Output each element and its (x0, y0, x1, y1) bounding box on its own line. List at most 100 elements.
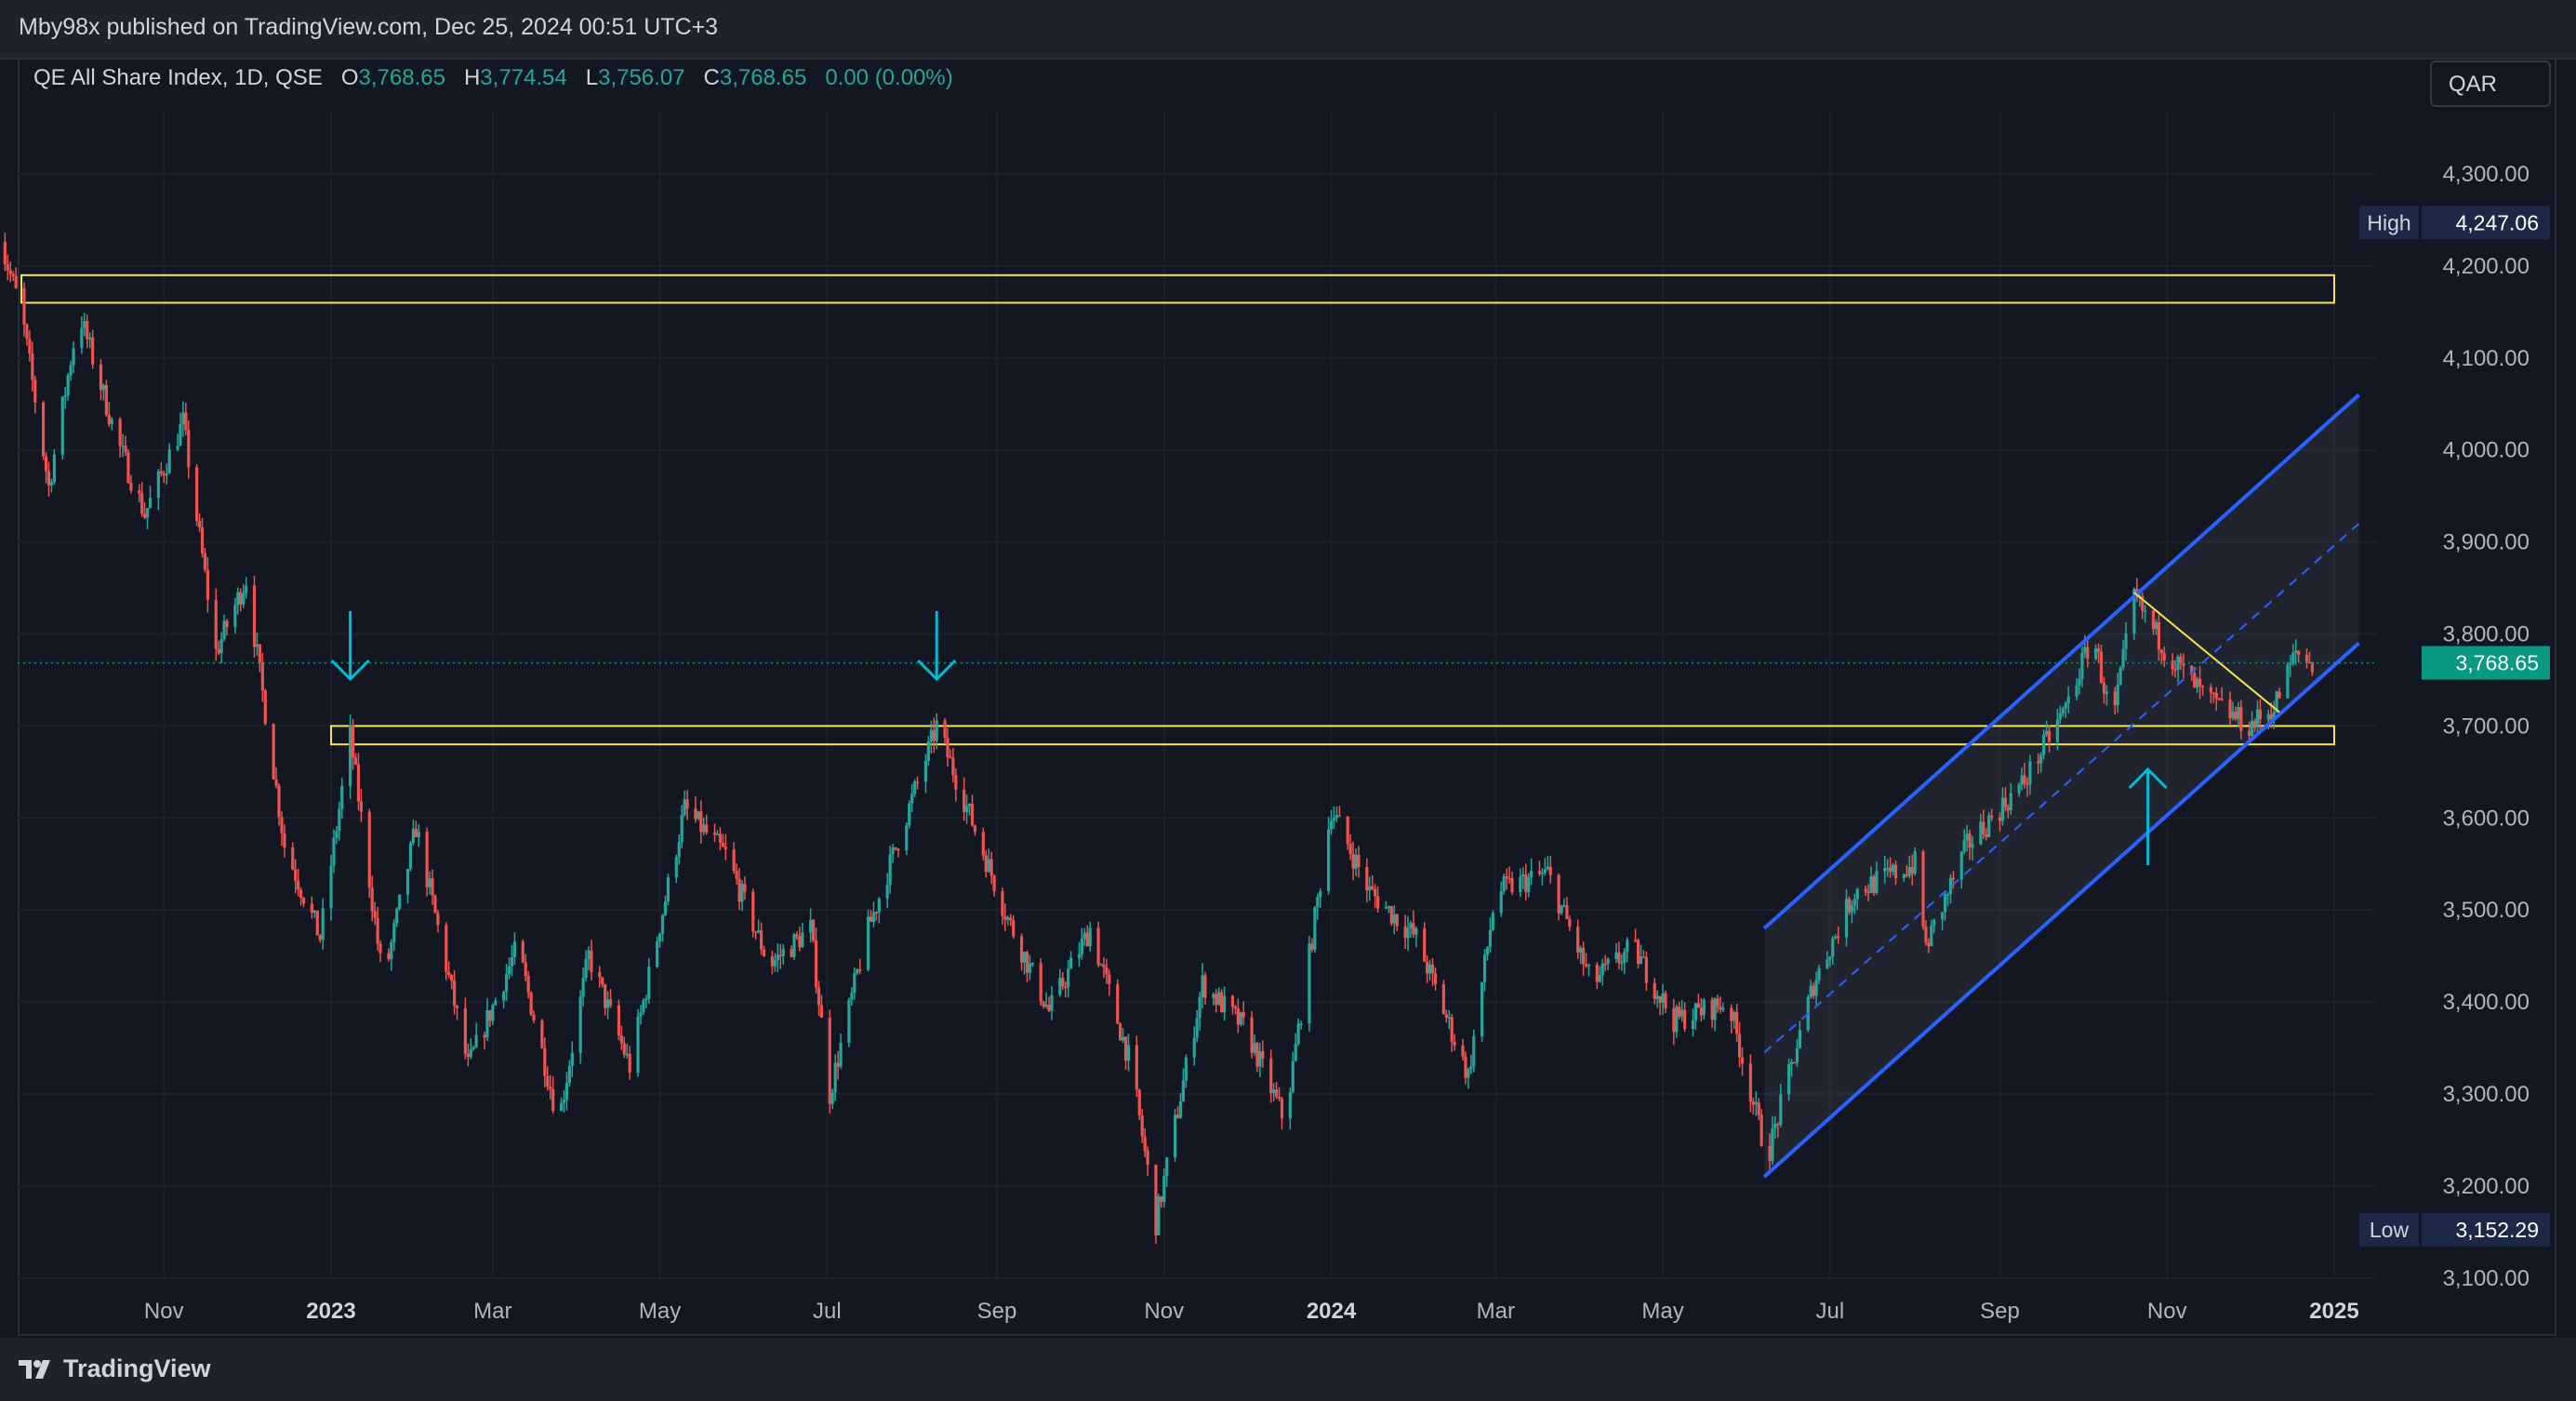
change-value: 0.00 (0.00%) (825, 65, 953, 90)
candle-body (1291, 1061, 1295, 1092)
candle-body (2286, 664, 2290, 699)
candle (1661, 983, 1665, 1015)
low-value: 3,756.07 (598, 65, 685, 90)
candle (299, 887, 303, 906)
candle-body (1595, 965, 1599, 982)
candle (310, 896, 313, 919)
candle (2217, 697, 2221, 701)
candle (22, 282, 26, 337)
candle (1834, 933, 1838, 941)
candle (1326, 817, 1331, 895)
candle-body (1236, 1008, 1240, 1025)
candle (1789, 1059, 1794, 1077)
candle-body (751, 891, 755, 932)
candle-body (1025, 952, 1029, 973)
candle-body (359, 801, 364, 812)
candle-body (1565, 904, 1569, 919)
candle-body (1296, 1023, 1300, 1044)
candle (1636, 938, 1640, 968)
candle (1192, 1026, 1196, 1066)
candle (1077, 941, 1082, 967)
candle (564, 1072, 569, 1111)
candle (502, 990, 506, 1009)
candle (1614, 942, 1618, 963)
candle (148, 486, 153, 509)
candle-body (1852, 899, 1856, 906)
y-tick-label: 3,600.00 (2443, 806, 2530, 831)
candle (1447, 1009, 1451, 1030)
candle (445, 922, 448, 981)
candle-body (167, 449, 171, 474)
candle (1461, 1038, 1465, 1061)
candle-body (1354, 855, 1358, 869)
candle-body (1716, 998, 1720, 1007)
candle-body (1847, 899, 1852, 913)
candle-body (447, 971, 451, 976)
tradingview-logo[interactable]: TradingView (19, 1354, 211, 1383)
candle (622, 1036, 626, 1059)
candle (1982, 809, 1985, 840)
triangle-line (2133, 592, 2280, 714)
publish-info: Mby98x published on TradingView.com, Dec… (19, 14, 719, 40)
candle-body (1430, 964, 1435, 974)
chart-frame[interactable] (18, 58, 2556, 1336)
candle (1126, 1034, 1131, 1072)
candle (1831, 936, 1835, 966)
candle (1472, 1029, 1476, 1073)
candle (49, 478, 54, 493)
candle-body (1927, 942, 1931, 947)
candle-body (370, 887, 374, 912)
candle (1001, 887, 1004, 925)
candle (280, 810, 284, 847)
candle (1683, 1002, 1687, 1033)
candle (987, 848, 990, 874)
candle-body (1855, 888, 1859, 900)
low-badge-label: Low (2370, 1218, 2410, 1242)
candle (1274, 1081, 1279, 1100)
candle (367, 808, 371, 899)
candle-body (488, 1010, 492, 1021)
candle-body (943, 720, 947, 739)
currency-selector[interactable]: QAR (2430, 60, 2551, 107)
candle (1850, 900, 1853, 924)
candle (923, 754, 928, 794)
candle-body (2006, 807, 2010, 810)
candle-body (1998, 817, 2002, 821)
candle (165, 463, 168, 485)
candle-body (52, 454, 56, 483)
y-tick-label: 4,000.00 (2443, 438, 2530, 463)
candle-body (2182, 662, 2185, 666)
candle (1693, 1002, 1698, 1031)
candle (1678, 1001, 1681, 1020)
candle (1889, 857, 1892, 878)
price-axis[interactable]: 4,300.00 4,200.00 4,100.00 4,000.00 3,900.00… (2443, 162, 2530, 1291)
candle-body (176, 445, 179, 450)
candle (2017, 782, 2021, 797)
candle (52, 449, 56, 486)
time-axis[interactable]: Nov 2023 Mar May Jul Sep Nov 2024 Mar May Jul Sep No… (144, 1299, 2359, 1324)
candle (301, 896, 306, 908)
candle (1313, 906, 1317, 953)
candle-body (1319, 890, 1322, 898)
candle-body (1930, 925, 1933, 947)
candle (1308, 935, 1311, 1032)
candle-body (1088, 927, 1092, 947)
y-tick-label: 3,700.00 (2443, 714, 2530, 739)
candle-body (263, 690, 267, 725)
candle (1441, 980, 1445, 1015)
candle (718, 827, 723, 851)
candle (721, 834, 724, 847)
candle (2234, 706, 2237, 722)
footer: TradingView (0, 1338, 2576, 1401)
candle-body (1253, 1043, 1256, 1053)
candle-body (984, 855, 988, 873)
candle (272, 723, 275, 781)
candle-body (1620, 962, 1624, 965)
candle (1433, 967, 1438, 991)
candle-body (1067, 968, 1070, 988)
candle-body (1082, 932, 1086, 940)
candle (2151, 609, 2156, 635)
candle-body (2266, 714, 2270, 720)
candle (28, 329, 32, 362)
